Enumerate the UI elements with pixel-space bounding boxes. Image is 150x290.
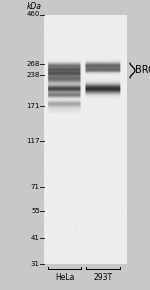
Text: 171: 171 [26, 103, 40, 109]
Text: 71: 71 [31, 184, 40, 190]
Text: 238: 238 [26, 72, 40, 78]
Text: 55: 55 [31, 208, 40, 214]
Text: 460: 460 [26, 12, 40, 17]
Text: 41: 41 [31, 235, 40, 241]
Text: HeLa: HeLa [55, 273, 74, 282]
Text: 31: 31 [31, 261, 40, 267]
Text: 293T: 293T [93, 273, 112, 282]
Text: 117: 117 [26, 138, 40, 144]
Text: BRCA1: BRCA1 [135, 66, 150, 75]
Text: kDa: kDa [26, 2, 41, 11]
Text: 268: 268 [26, 61, 40, 68]
